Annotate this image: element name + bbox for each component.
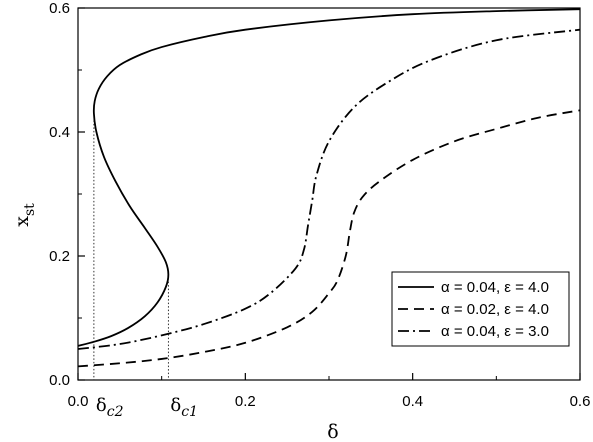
y-axis-label-sub: st: [22, 203, 38, 216]
annotation-label-c2: δc2: [96, 395, 124, 420]
legend: α = 0.04, ε = 4.0 α = 0.02, ε = 4.0 α = 0.…: [391, 271, 570, 347]
y-tick-label: 0.4: [49, 124, 70, 141]
legend-label-1: α = 0.04, ε = 4.0: [441, 279, 549, 296]
tick-labels: 0.0 0.0 0.2 0.2 0.4 0.4 0.6 0.6: [49, 0, 590, 410]
x-tick-label: 0.4: [402, 393, 423, 410]
series-line-1: [77, 8, 581, 347]
y-tick-label: 0.0: [49, 372, 70, 389]
critical-point-guides: [93, 113, 169, 380]
y-tick-label: 0.6: [49, 0, 70, 17]
series-line-2: [77, 109, 581, 368]
series-layer: [77, 8, 581, 368]
critical-point-labels: δc2 δc1: [96, 395, 198, 420]
legend-label-2: α = 0.02, ε = 4.0: [441, 301, 549, 318]
annotation-label-c1: δc1: [170, 395, 198, 420]
axes: [77, 7, 581, 381]
x-tick-label: 0.0: [68, 393, 89, 410]
y-tick-label: 0.2: [49, 248, 70, 265]
svg-text:xst: xst: [11, 203, 38, 227]
y-axis-label: xst: [11, 203, 38, 227]
legend-label-3: α = 0.04, ε = 3.0: [441, 323, 549, 340]
x-tick-label: 0.2: [235, 393, 256, 410]
y-axis-label-main: x: [11, 216, 33, 227]
x-tick-label: 0.6: [570, 393, 591, 410]
x-axis-label: δ: [327, 421, 338, 442]
